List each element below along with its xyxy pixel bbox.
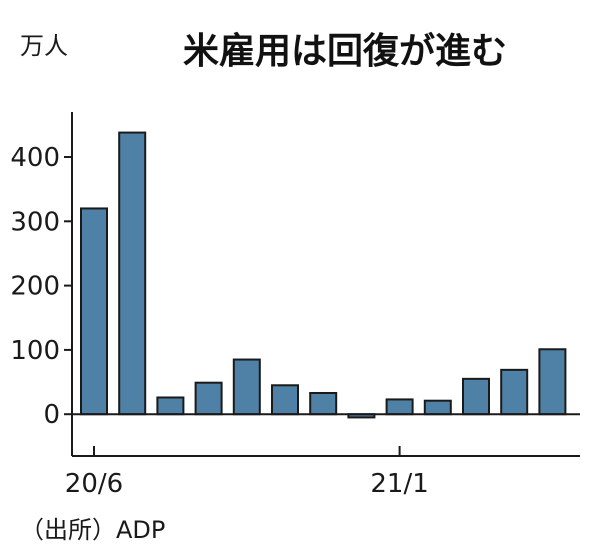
y-tick-label: 400 — [10, 143, 60, 173]
bar — [271, 384, 299, 416]
source-note: （出所）ADP — [20, 516, 165, 544]
x-tick-label: 21/1 — [370, 469, 428, 499]
bar — [462, 377, 490, 416]
y-tick-label: 300 — [10, 207, 60, 237]
bar — [309, 391, 338, 416]
y-tick-label: 200 — [10, 272, 60, 302]
y-tick-label: 100 — [10, 336, 60, 366]
y-tick-label: 0 — [43, 400, 60, 430]
bar — [538, 348, 567, 416]
x-tick-label: 20/6 — [65, 469, 123, 499]
bars — [80, 131, 567, 419]
bar — [500, 368, 529, 416]
y-axis-ticks: 0 100 200 300 400 — [10, 143, 72, 430]
bar — [80, 207, 108, 416]
chart-title: 米雇用は回復が進む — [183, 31, 507, 72]
bar — [423, 399, 452, 416]
bar — [194, 381, 223, 416]
bar — [118, 131, 147, 416]
bar — [156, 396, 185, 416]
bar — [232, 358, 261, 416]
bar — [385, 398, 414, 416]
y-axis-unit: 万人 — [20, 32, 68, 60]
x-axis-ticks: 20/6 21/1 — [65, 446, 429, 499]
